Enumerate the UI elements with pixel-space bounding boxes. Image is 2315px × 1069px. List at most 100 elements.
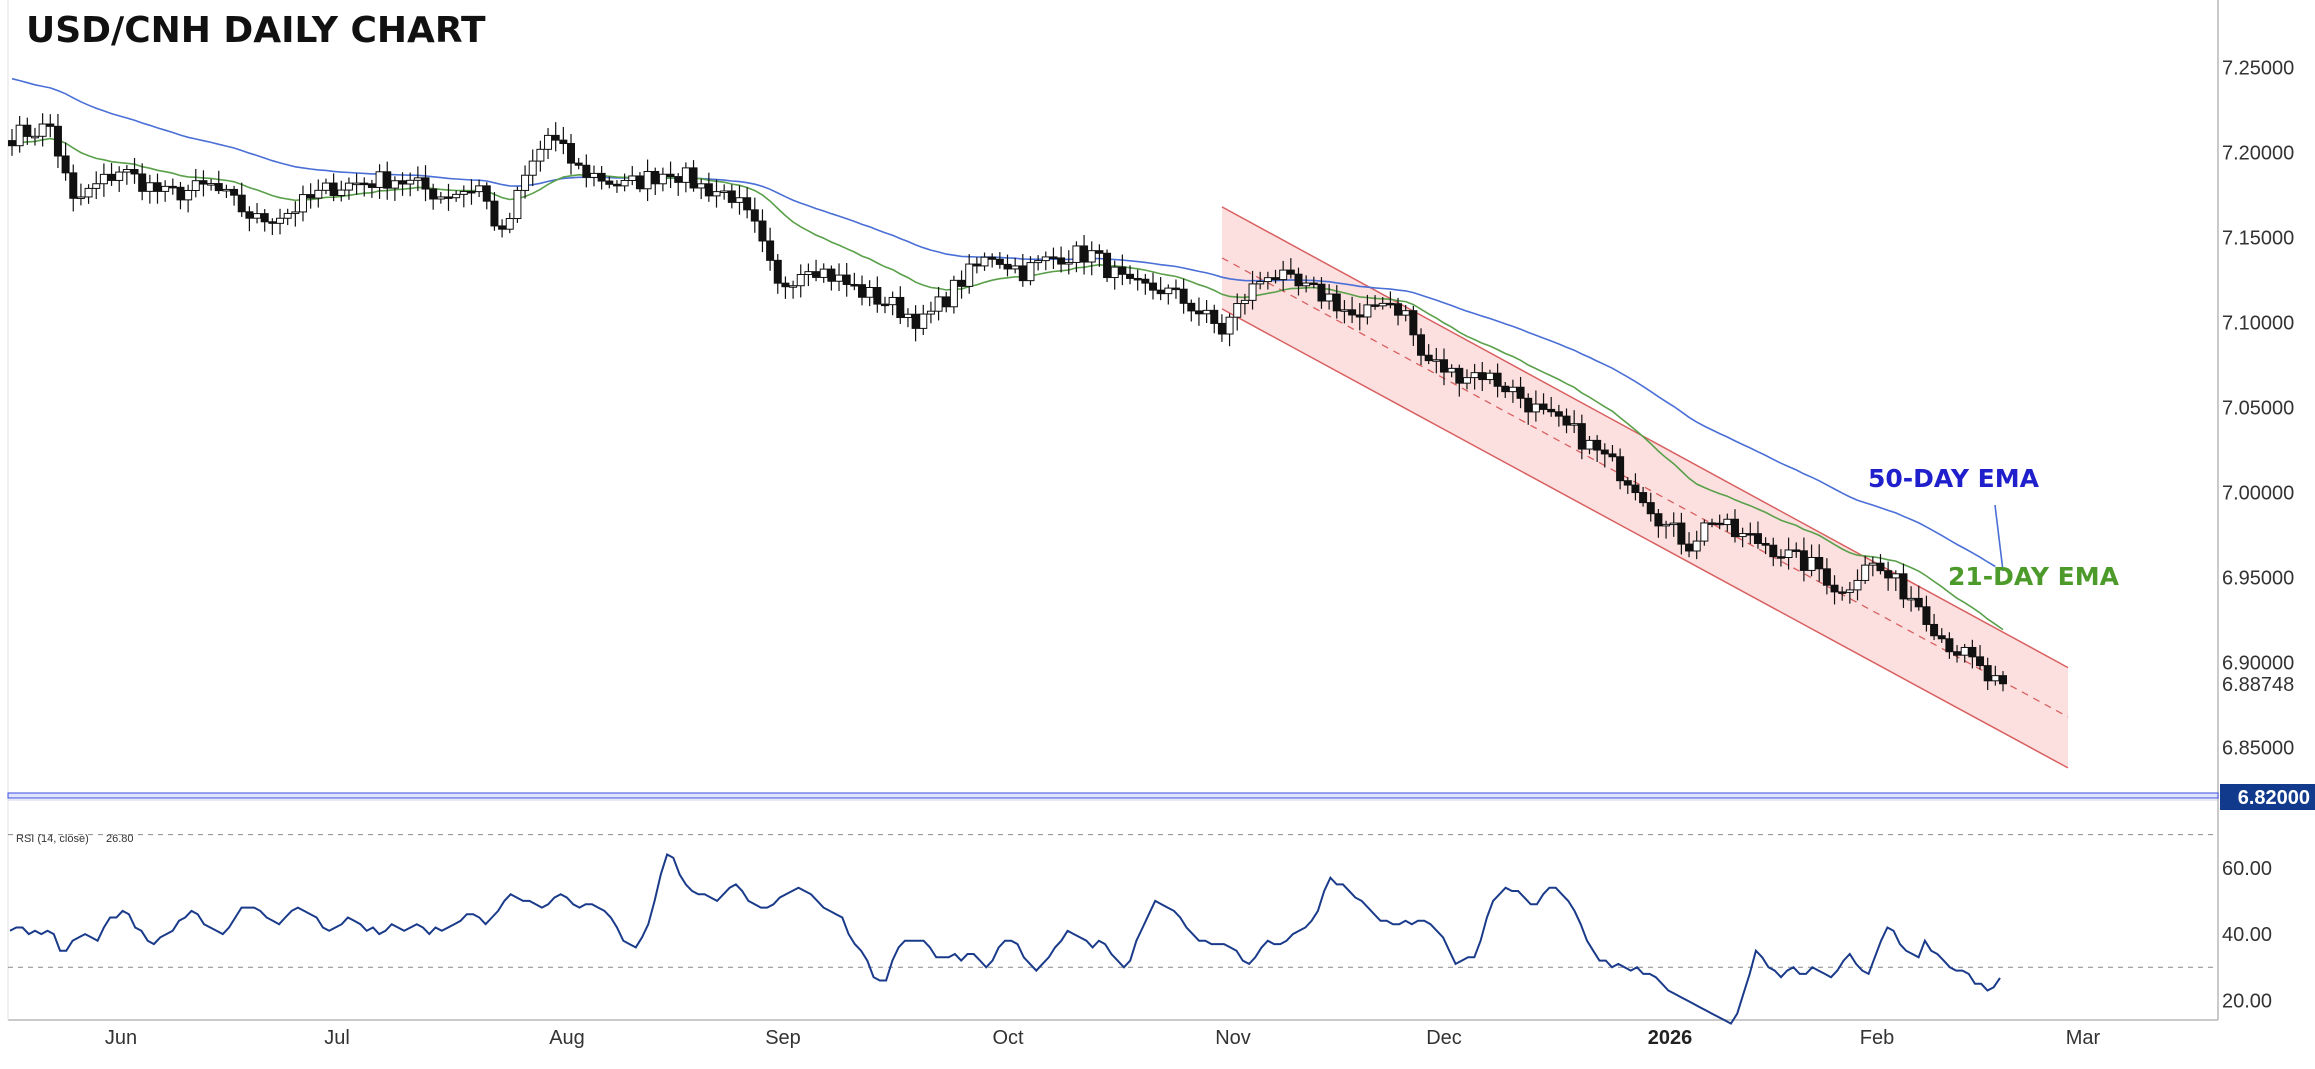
candle-body-down [1815, 556, 1824, 570]
candle [329, 173, 338, 202]
candle-body-down [1608, 453, 1617, 458]
candle-body-down [812, 271, 821, 278]
candle [1585, 435, 1594, 455]
candle [505, 212, 514, 234]
candle [398, 172, 407, 196]
candle-body-down [574, 162, 583, 166]
candle-body-down [988, 256, 997, 260]
candle-body-up [222, 188, 231, 192]
candle [612, 180, 621, 193]
candle-body-down [781, 282, 790, 288]
candle-body-up [1279, 269, 1288, 281]
candle-body-up [835, 274, 844, 282]
candle [268, 218, 277, 236]
candle [214, 170, 223, 195]
support-price-label: 6.82000 [2238, 787, 2310, 809]
candle [735, 185, 744, 215]
candle-body-down [176, 186, 185, 201]
candle [1838, 586, 1847, 601]
candle-body-down [1516, 386, 1525, 399]
price-tick-label: 6.95000 [2222, 568, 2294, 590]
candle-body-up [1531, 403, 1540, 413]
ema50-tail [1994, 504, 2004, 572]
candle [1041, 251, 1050, 271]
candle [138, 163, 147, 201]
candle [276, 208, 285, 235]
candle [812, 259, 821, 282]
candle [1439, 348, 1448, 386]
candle-body-down [1409, 310, 1418, 336]
candle-body-down [1600, 449, 1609, 455]
time-tick-label: Mar [2066, 1027, 2101, 1049]
candle-body-down [444, 196, 453, 199]
candle [1784, 537, 1793, 570]
candle-body-down [896, 296, 905, 319]
candle-body-up [1401, 310, 1410, 316]
candle [666, 161, 675, 189]
candle [1945, 632, 1954, 659]
candle [184, 184, 193, 213]
candle-body-up [865, 287, 874, 298]
time-tick-label: Nov [1215, 1027, 1251, 1049]
candle [1685, 532, 1694, 558]
candle-body-up [1508, 386, 1517, 393]
candle [1845, 581, 1854, 604]
candle [1746, 522, 1755, 544]
candle-body-up [536, 148, 545, 162]
support-price-tag [2220, 784, 2315, 810]
candle [1080, 235, 1089, 275]
candle [115, 166, 124, 192]
candle [38, 113, 47, 147]
candle-body-down [107, 173, 116, 181]
candle-body-up [352, 182, 361, 186]
candle [1286, 258, 1295, 279]
candle [858, 275, 867, 306]
rsi-tick-label: 60.00 [2222, 858, 2272, 880]
candle-body-up [1991, 675, 2000, 682]
candle [1554, 404, 1563, 427]
candle [1026, 256, 1035, 286]
candle-body-up [1011, 265, 1020, 270]
candle-body-up [919, 313, 928, 329]
candle [1700, 519, 1709, 546]
candle-body-down [1148, 282, 1157, 291]
candle-body-down [1317, 283, 1326, 302]
candle [1662, 520, 1671, 539]
candle-body-down [1715, 522, 1724, 526]
candle-body-up [291, 211, 300, 214]
candle-body-down [858, 284, 867, 298]
candle-body-down [1478, 372, 1487, 381]
candle-body-up [99, 173, 108, 185]
candle [8, 129, 16, 156]
candle-body-down [1217, 322, 1226, 335]
candle [314, 179, 323, 208]
candle-body-down [1876, 562, 1885, 572]
candle [544, 128, 553, 159]
candle-body-down [53, 125, 62, 157]
candle [727, 184, 736, 209]
candle-body-up [1378, 302, 1387, 307]
candle [1332, 285, 1341, 319]
candle [1593, 435, 1602, 463]
candle-body-up [804, 271, 813, 276]
candle [1922, 595, 1931, 632]
candle [413, 166, 422, 192]
candle [1485, 369, 1494, 385]
candle-body-down [773, 259, 782, 284]
candle-body-down [61, 155, 70, 174]
candle-body-down [1899, 573, 1908, 600]
candle-body-down [467, 190, 476, 194]
candle-body-down [1348, 309, 1357, 316]
candle-body-down [674, 176, 683, 183]
candle [1654, 508, 1663, 538]
candle-body-up [344, 182, 353, 191]
candle-body-down [1126, 273, 1135, 279]
candle [1302, 275, 1311, 293]
candle-body-down [1439, 359, 1448, 373]
candle-body-down [1983, 665, 1992, 682]
candle [383, 161, 392, 200]
candle-body-up [965, 263, 974, 287]
candle [23, 117, 32, 145]
candle-body-down [689, 167, 698, 189]
candle [1738, 527, 1747, 548]
